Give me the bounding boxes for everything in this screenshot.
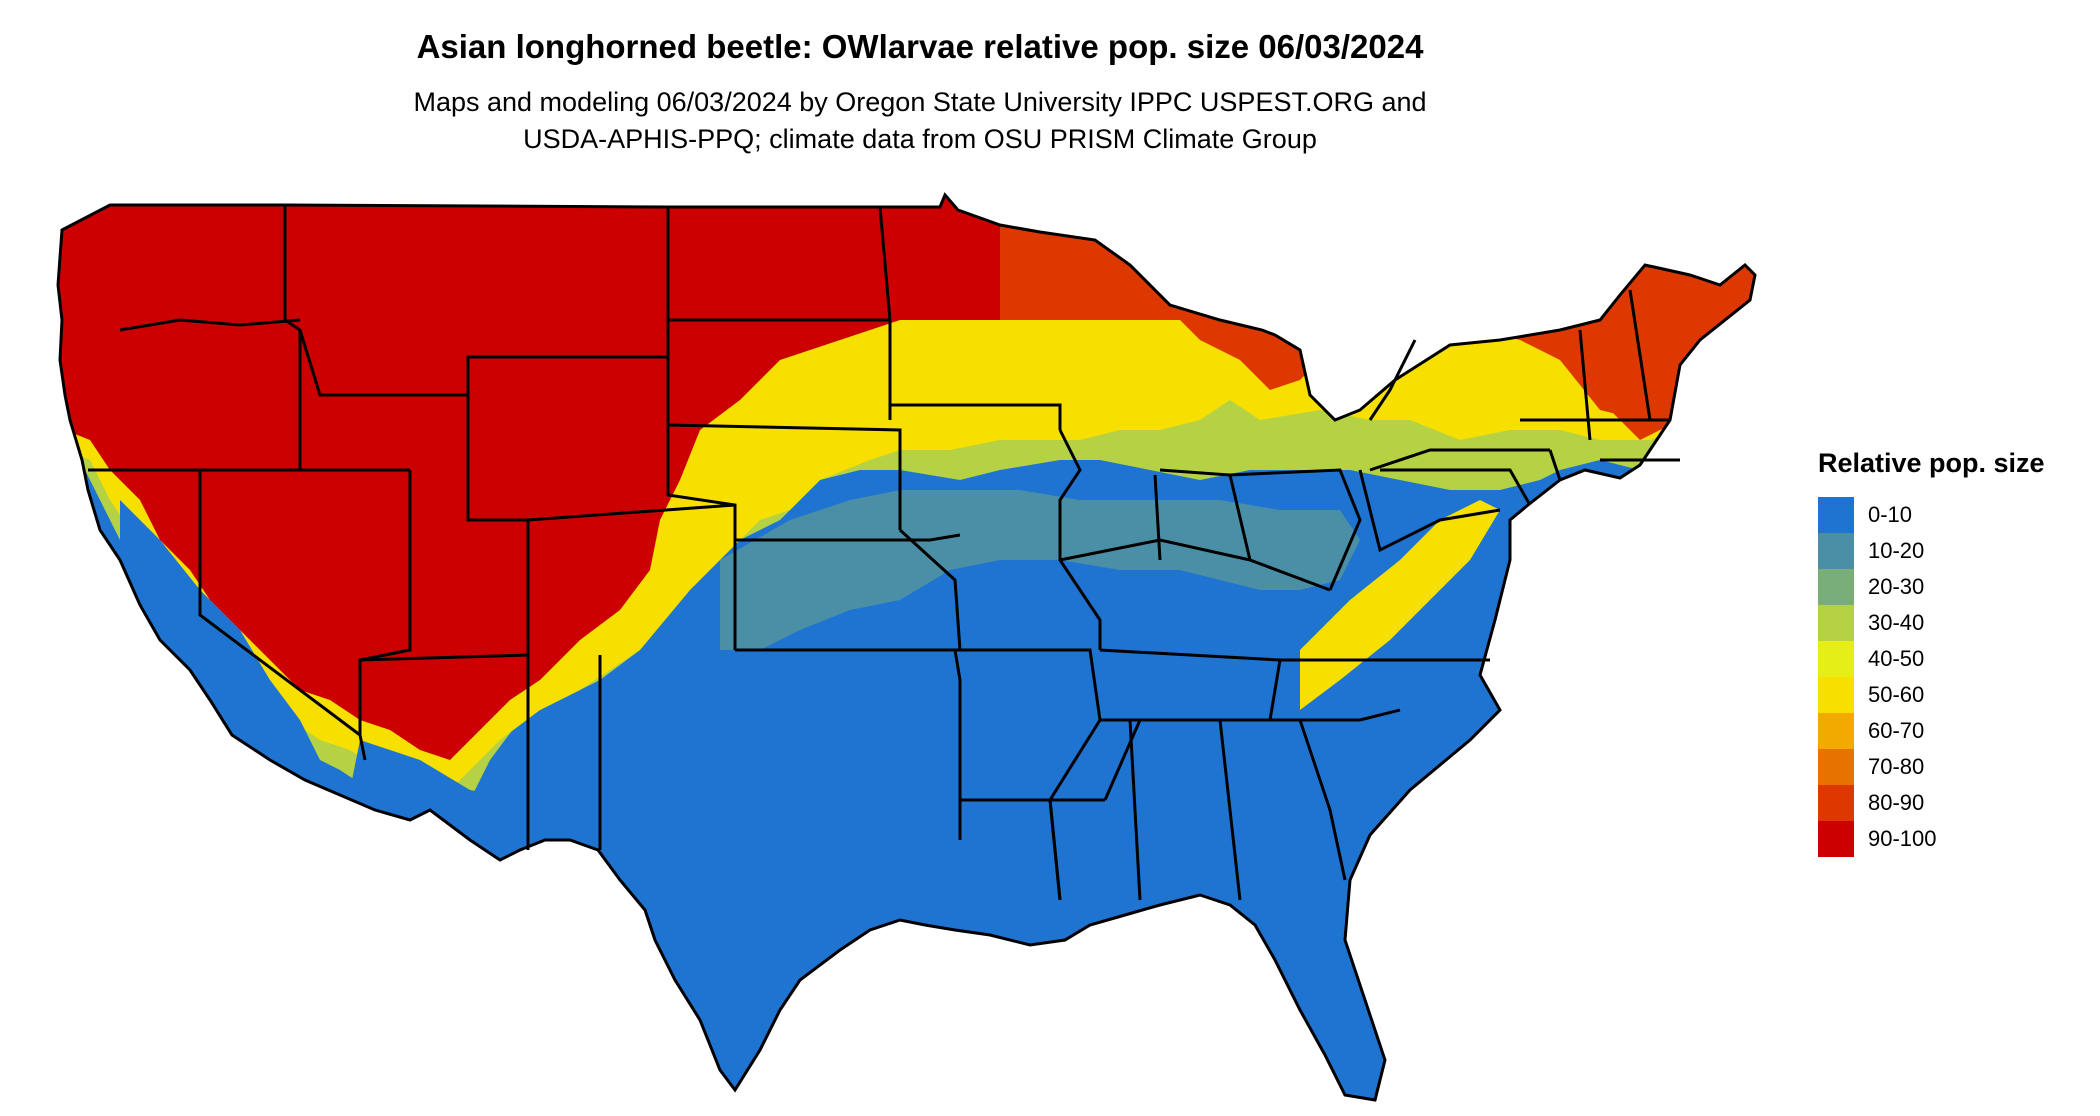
legend-item: 70-80 xyxy=(1818,749,2045,785)
legend-item: 60-70 xyxy=(1818,713,2045,749)
map-subtitle: Maps and modeling 06/03/2024 by Oregon S… xyxy=(0,84,1840,158)
legend-swatch xyxy=(1818,713,1854,749)
legend: Relative pop. size 0-10 10-20 20-30 30-40 40… xyxy=(1818,448,2045,857)
legend-item: 30-40 xyxy=(1818,605,2045,641)
legend-label: 40-50 xyxy=(1868,646,1925,671)
subtitle-line-1: Maps and modeling 06/03/2024 by Oregon S… xyxy=(413,87,1427,117)
legend-item: 50-60 xyxy=(1818,677,2045,713)
legend-swatch xyxy=(1818,533,1854,569)
legend-swatch xyxy=(1818,605,1854,641)
legend-items: 0-10 10-20 20-30 30-40 40-50 50-60 60-70 70-80 8… xyxy=(1818,497,2045,857)
legend-label: 70-80 xyxy=(1868,754,1925,779)
legend-swatch xyxy=(1818,497,1854,533)
legend-item: 10-20 xyxy=(1818,533,2045,569)
state-borders xyxy=(56,192,1757,1102)
map-title: Asian longhorned beetle: OWlarvae relati… xyxy=(416,28,1424,65)
legend-label: 0-10 xyxy=(1868,502,1913,527)
legend-item: 80-90 xyxy=(1818,785,2045,821)
legend-swatch xyxy=(1818,749,1854,785)
legend-swatch xyxy=(1818,677,1854,713)
legend-label: 80-90 xyxy=(1868,790,1925,815)
legend-label: 90-100 xyxy=(1868,826,1937,851)
legend-label: 20-30 xyxy=(1868,574,1925,599)
legend-title: Relative pop. size xyxy=(1818,448,2045,478)
legend-swatch xyxy=(1818,569,1854,605)
legend-label: 50-60 xyxy=(1868,682,1925,707)
legend-swatch xyxy=(1818,821,1854,857)
legend-swatch xyxy=(1818,641,1854,677)
legend-label: 10-20 xyxy=(1868,538,1925,563)
legend-label: 30-40 xyxy=(1868,610,1925,635)
legend-item: 20-30 xyxy=(1818,569,2045,605)
legend-item: 90-100 xyxy=(1818,821,2045,857)
legend-swatch xyxy=(1818,785,1854,821)
legend-item: 0-10 xyxy=(1818,497,2045,533)
us-population-map xyxy=(56,192,1757,1102)
subtitle-line-2: USDA-APHIS-PPQ; climate data from OSU PR… xyxy=(523,124,1317,154)
legend-label: 60-70 xyxy=(1868,718,1925,743)
legend-item: 40-50 xyxy=(1818,641,2045,677)
